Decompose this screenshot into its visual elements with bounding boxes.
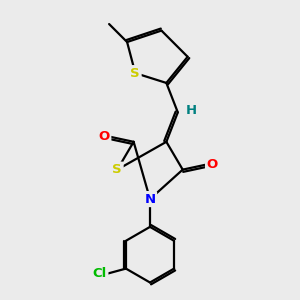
Text: O: O	[206, 158, 218, 171]
Text: O: O	[99, 130, 110, 143]
Text: N: N	[144, 193, 156, 206]
Text: S: S	[130, 67, 140, 80]
Text: S: S	[112, 163, 122, 176]
Text: H: H	[185, 104, 197, 117]
Text: Cl: Cl	[93, 267, 107, 280]
